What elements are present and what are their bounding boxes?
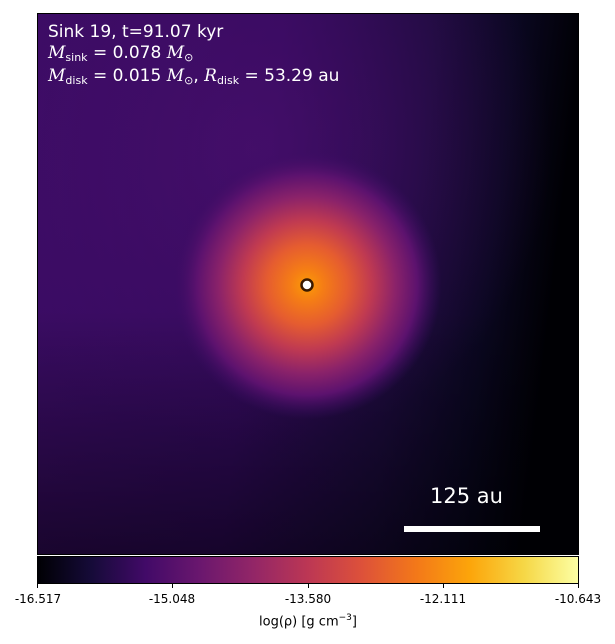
disk-radius-subscript: disk [216, 74, 240, 87]
colorbar-tick-mark [443, 584, 444, 588]
solar-subscript: ⊙ [184, 51, 194, 64]
colorbar [37, 556, 579, 584]
scale-bar [404, 526, 540, 532]
disk-mass-subscript: disk [65, 74, 88, 87]
disk-radius-symbol: R [204, 66, 217, 86]
separator: , [193, 66, 205, 86]
colorbar-tick-mark [308, 584, 309, 588]
solar-unit: M [166, 43, 185, 63]
disk-radius-value: = 53.29 au [239, 66, 340, 86]
disk-mass-value: = 0.015 [87, 66, 167, 86]
colorbar-tick-label: -10.643 [554, 592, 602, 606]
colorbar-tick-label: -15.048 [148, 592, 196, 606]
solar-unit: M [166, 66, 185, 86]
colorbar-label-exponent: −3 [338, 613, 352, 623]
colorbar-tick-label: -13.580 [284, 592, 332, 606]
solar-subscript: ⊙ [184, 74, 194, 87]
colorbar-tick-mark [578, 584, 579, 588]
density-map [38, 14, 578, 554]
colorbar-tick-label: -12.111 [419, 592, 467, 606]
sink-mass-symbol: M [48, 43, 66, 63]
colorbar-tick-mark [172, 584, 173, 588]
sink-mass-subscript: sink [65, 51, 88, 64]
density-map-panel: Sink 19, t=91.07 kyr Msink = 0.078 M⊙ Md… [37, 13, 579, 555]
colorbar-tick-label: -16.517 [14, 592, 62, 606]
colorbar-gradient [38, 557, 578, 583]
colorbar-label-prefix: log(ρ) [g cm [259, 614, 339, 630]
sink-mass-text: Msink = 0.078 M⊙ [48, 43, 193, 68]
scale-bar-label: 125 au [430, 484, 503, 508]
colorbar-tick-mark [37, 584, 38, 588]
sink-marker [300, 278, 314, 292]
title-text: Sink 19, t=91.07 kyr [48, 22, 224, 42]
disk-properties-text: Mdisk = 0.015 M⊙, Rdisk = 53.29 au [48, 66, 339, 91]
colorbar-label-suffix: ] [351, 614, 357, 630]
sink-mass-value: = 0.078 [87, 43, 167, 63]
colorbar-label: log(ρ) [g cm−3] [259, 613, 357, 629]
disk-mass-symbol: M [48, 66, 66, 86]
